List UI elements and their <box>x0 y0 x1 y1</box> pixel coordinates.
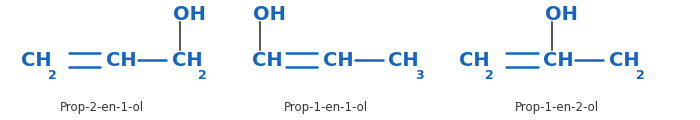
Text: CH: CH <box>252 51 283 69</box>
Text: CH: CH <box>106 51 136 69</box>
Text: OH: OH <box>545 5 578 24</box>
Text: CH: CH <box>21 51 52 69</box>
Text: CH: CH <box>609 51 640 69</box>
Text: CH: CH <box>543 51 574 69</box>
Text: Prop-2-en-1-ol: Prop-2-en-1-ol <box>60 102 144 114</box>
Text: 2: 2 <box>636 69 645 82</box>
Text: 3: 3 <box>415 69 424 82</box>
Text: 2: 2 <box>198 69 207 82</box>
Text: Prop-1-en-2-ol: Prop-1-en-2-ol <box>514 102 598 114</box>
Text: Prop-1-en-1-ol: Prop-1-en-1-ol <box>284 102 368 114</box>
Text: CH: CH <box>172 51 202 69</box>
Text: CH: CH <box>389 51 419 69</box>
Text: 2: 2 <box>485 69 494 82</box>
Text: OH: OH <box>173 5 206 24</box>
Text: 2: 2 <box>48 69 56 82</box>
Text: OH: OH <box>253 5 286 24</box>
Text: CH: CH <box>323 51 354 69</box>
Text: CH: CH <box>458 51 489 69</box>
